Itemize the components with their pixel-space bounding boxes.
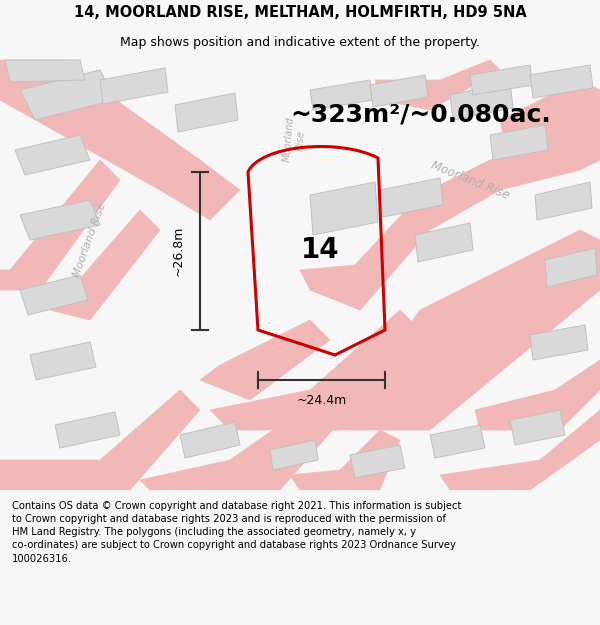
Polygon shape — [510, 410, 565, 445]
Polygon shape — [490, 125, 548, 160]
Polygon shape — [290, 430, 400, 490]
Polygon shape — [545, 248, 597, 287]
Polygon shape — [440, 410, 600, 490]
Polygon shape — [350, 445, 405, 478]
Text: Contains OS data © Crown copyright and database right 2021. This information is : Contains OS data © Crown copyright and d… — [12, 501, 461, 564]
Polygon shape — [375, 60, 500, 110]
Polygon shape — [50, 210, 160, 320]
Polygon shape — [0, 390, 200, 490]
Polygon shape — [500, 80, 600, 170]
Polygon shape — [330, 230, 600, 430]
Text: 14: 14 — [301, 236, 340, 264]
Text: ~26.8m: ~26.8m — [172, 226, 185, 276]
Polygon shape — [20, 200, 100, 240]
Polygon shape — [5, 60, 85, 82]
Polygon shape — [300, 130, 600, 310]
Polygon shape — [430, 425, 485, 458]
Text: Map shows position and indicative extent of the property.: Map shows position and indicative extent… — [120, 36, 480, 49]
Polygon shape — [180, 422, 240, 458]
Text: Moorland Rise: Moorland Rise — [429, 158, 511, 202]
Polygon shape — [100, 68, 168, 104]
Text: ~323m²/~0.080ac.: ~323m²/~0.080ac. — [290, 103, 551, 127]
Polygon shape — [530, 65, 593, 98]
Polygon shape — [20, 275, 88, 315]
Polygon shape — [140, 390, 350, 490]
Polygon shape — [415, 223, 473, 262]
Polygon shape — [210, 310, 420, 430]
Polygon shape — [450, 82, 513, 120]
Text: Moorland
Rise: Moorland Rise — [282, 116, 308, 164]
Polygon shape — [475, 360, 600, 430]
Polygon shape — [370, 75, 428, 107]
Polygon shape — [470, 65, 533, 95]
Polygon shape — [20, 70, 115, 120]
Polygon shape — [30, 342, 96, 380]
Text: 14, MOORLAND RISE, MELTHAM, HOLMFIRTH, HD9 5NA: 14, MOORLAND RISE, MELTHAM, HOLMFIRTH, H… — [74, 4, 526, 19]
Polygon shape — [310, 80, 373, 110]
Polygon shape — [175, 93, 238, 132]
Text: ~24.4m: ~24.4m — [296, 394, 347, 406]
Polygon shape — [15, 135, 90, 175]
Polygon shape — [55, 412, 120, 448]
Polygon shape — [0, 160, 120, 290]
Polygon shape — [0, 60, 240, 220]
Polygon shape — [200, 320, 330, 400]
Polygon shape — [535, 182, 592, 220]
Polygon shape — [310, 182, 378, 235]
Polygon shape — [380, 178, 443, 217]
Polygon shape — [530, 325, 588, 360]
Polygon shape — [270, 440, 318, 470]
Text: Moorland Rise: Moorland Rise — [72, 201, 108, 279]
